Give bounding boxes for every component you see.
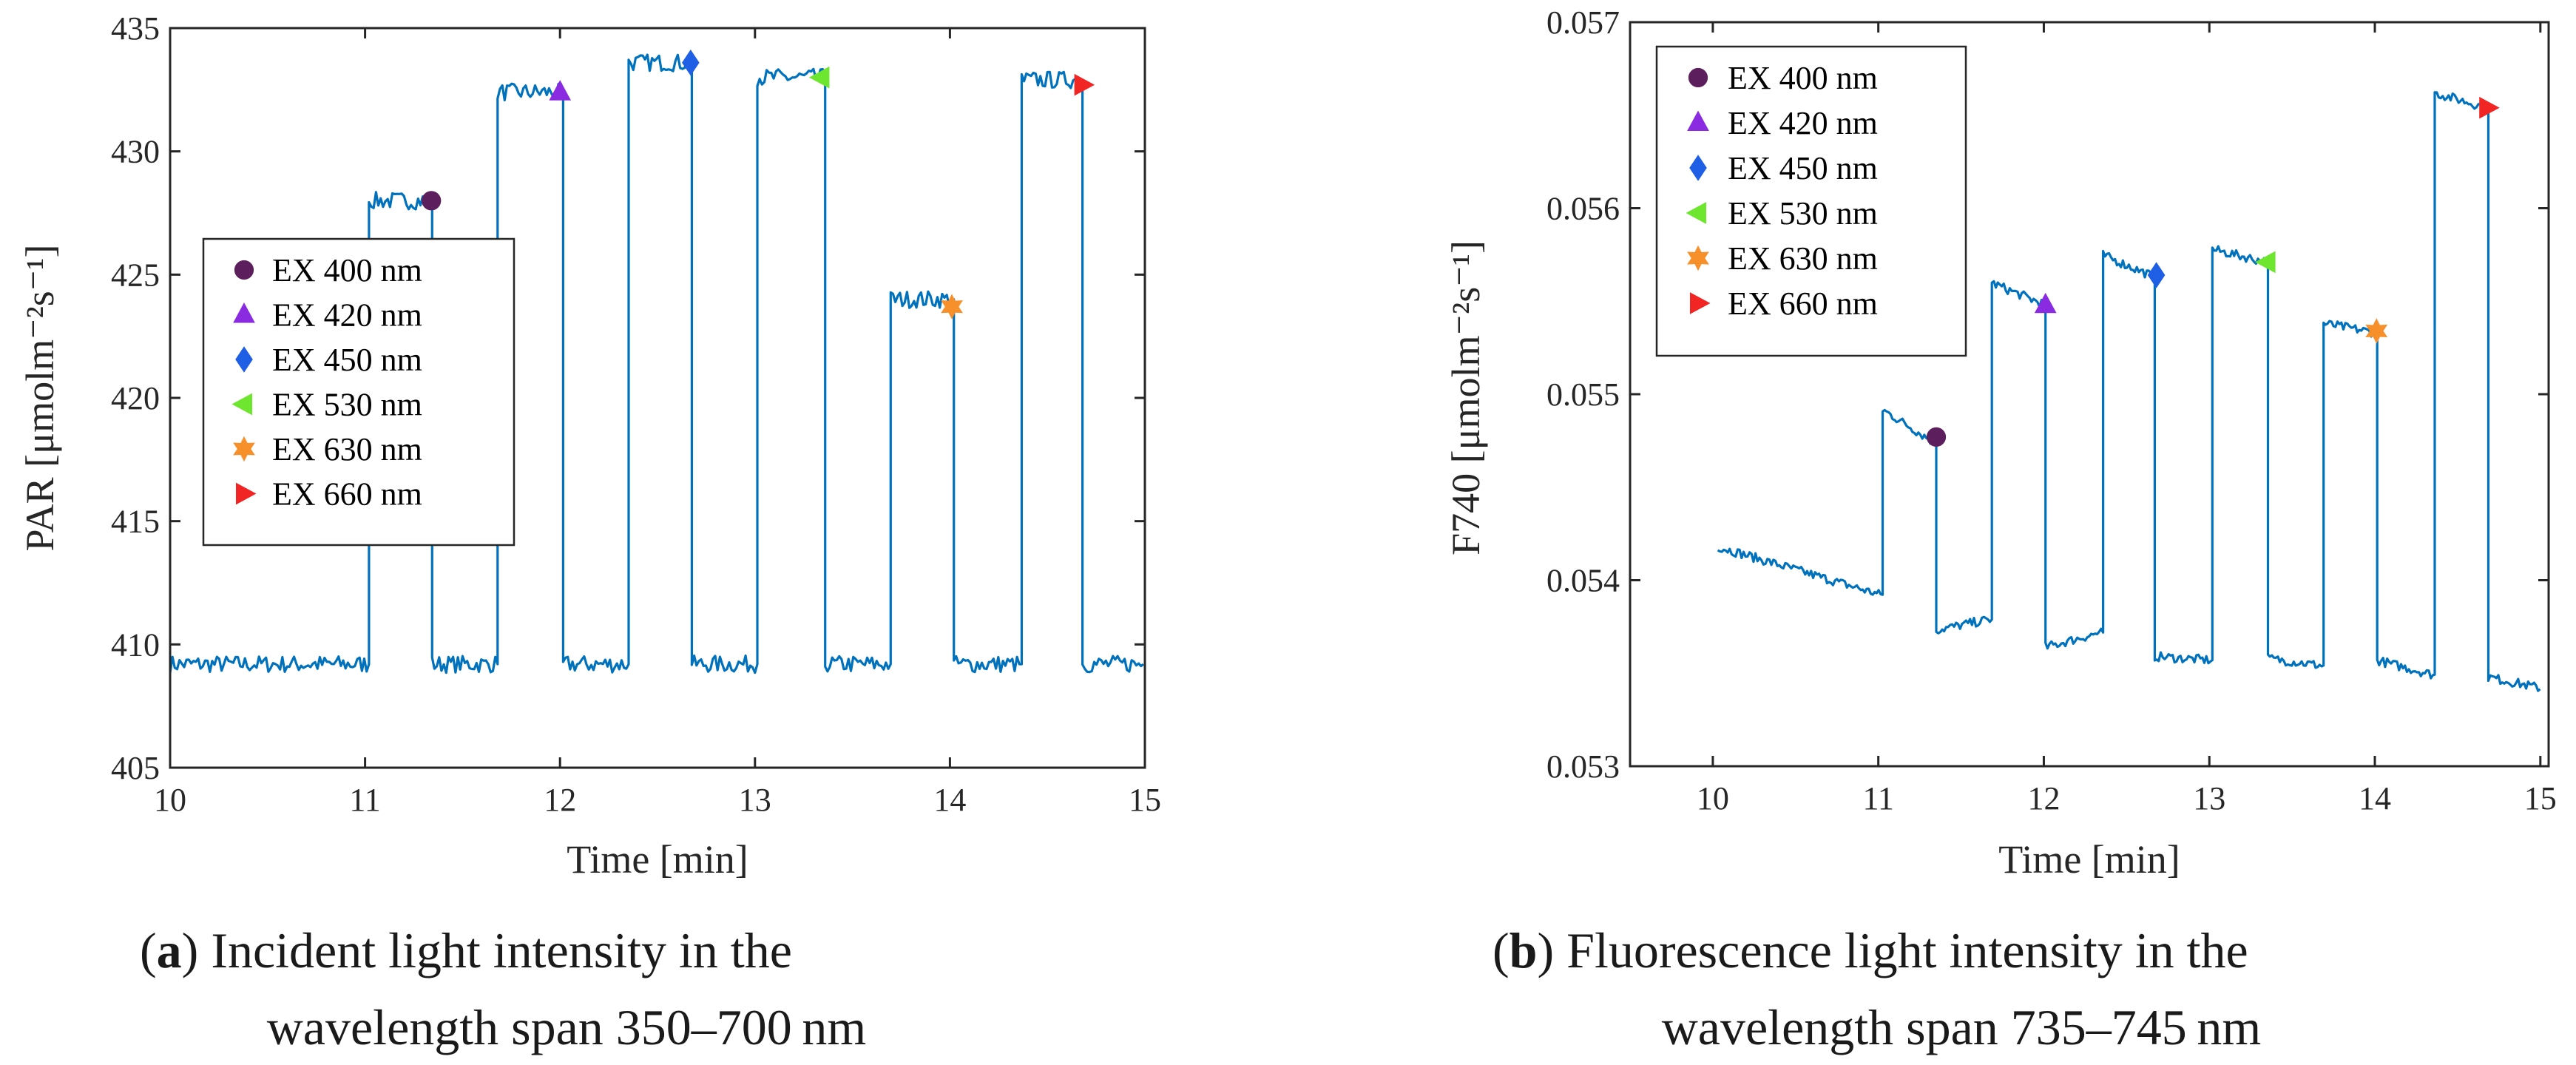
panel-b-chart: 10 11 12 13 14 15 0.053 0.054 0.055 0.056 0.057 Ti… <box>1444 4 2557 1055</box>
panel-a-caption-line1: (a) Incident light intensity in the <box>140 922 792 978</box>
panel-a-ylabel: PAR [μmolm⁻²s⁻¹] <box>18 245 62 552</box>
panel-a-legend-label: EX 630 nm <box>272 431 422 467</box>
panel-b-legend: EX 400 nm EX 420 nm EX 450 nm EX 530 nm EX 6… <box>1655 45 1967 357</box>
panel-a-legend-label: EX 420 nm <box>272 297 422 334</box>
panel-b-axes-box <box>1629 21 2550 768</box>
panel-a-xtick-label: 11 <box>349 782 380 818</box>
panel-b-xtick-label: 15 <box>2524 780 2557 816</box>
panel-a-marker-ex-660-nm <box>1074 73 1095 96</box>
panel-b-legend-label: EX 400 nm <box>1728 60 1878 96</box>
panel-a-legend-items: EX 400 nm EX 420 nm EX 450 nm EX 530 nm EX 6… <box>231 252 422 513</box>
panel-b-marker-ex-450-nm <box>2147 262 2166 288</box>
panel-a-caption-text: Incident light intensity in the <box>198 922 792 978</box>
panel-a-marker-ex-530-nm <box>808 66 830 89</box>
panel-b-legend-label: EX 450 nm <box>1728 150 1878 186</box>
panel-a-legend-marker <box>234 260 254 280</box>
panel-a-legend-label: EX 530 nm <box>272 387 422 423</box>
panel-a-xtick-label: 14 <box>933 782 966 818</box>
panel-b-caption-line1: (b) Fluorescence light intensity in the <box>1492 922 2248 978</box>
panel-a-xtick-label: 12 <box>544 782 576 818</box>
panel-b-legend-label: EX 530 nm <box>1728 195 1878 231</box>
panel-a-xtick-label: 10 <box>154 782 186 818</box>
panel-b-marker-ex-530-nm <box>2255 251 2276 274</box>
panel-b-xtick-label: 10 <box>1697 780 1729 816</box>
panel-b-xlabel: Time [min] <box>1998 837 2180 882</box>
panel-a-xtick-label: 13 <box>739 782 771 818</box>
panel-a-legend-label: EX 450 nm <box>272 342 422 378</box>
panel-a-marker-ex-630-nm <box>941 294 963 320</box>
panel-a-legend-marker <box>233 436 255 462</box>
panel-a-marker-ex-400-nm <box>422 191 442 211</box>
panel-a-legend-marker <box>236 482 257 505</box>
panel-a-legend-label: EX 660 nm <box>272 476 422 513</box>
panel-b-legend-marker <box>1687 245 1709 271</box>
panel-b-xtick-label: 11 <box>1862 780 1893 816</box>
panel-a-ytick-label: 405 <box>111 750 160 786</box>
panel-b-ytick-label: 0.054 <box>1546 563 1620 599</box>
panel-a-xlabel: Time [min] <box>567 837 748 882</box>
panel-b-caption-line2: wavelength span 735–745 nm <box>1662 999 2262 1055</box>
panel-b-ylabel: F740 [μmolm⁻²s⁻¹] <box>1444 240 1488 555</box>
panel-a-ytick-label: 435 <box>111 10 160 47</box>
panel-b-legend-label: EX 630 nm <box>1728 240 1878 277</box>
panel-b-xtick-label: 13 <box>2193 780 2225 816</box>
panel-a-ytick-label: 425 <box>111 257 160 293</box>
panel-b-marker-ex-660-nm <box>2479 96 2500 119</box>
panel-a-caption-letter: a <box>157 922 182 978</box>
panel-b-legend-marker <box>1688 67 1708 88</box>
panel-b-caption-letter: b <box>1510 922 1538 978</box>
panel-a-legend-marker <box>235 346 253 373</box>
panel-b-ytick-label: 0.055 <box>1546 376 1620 413</box>
panel-b-ytick-label: 0.057 <box>1546 4 1620 41</box>
panel-b-legend-items: EX 400 nm EX 420 nm EX 450 nm EX 530 nm EX 6… <box>1686 60 1878 322</box>
panel-a-markers <box>422 49 1095 320</box>
panel-a-ticks: 10 11 12 13 14 15 405 410 415 420 425 430 435 <box>111 10 1161 818</box>
panel-b-caption-text: Fluorescence light intensity in the <box>1554 922 2248 978</box>
panel-a-legend: EX 400 nm EX 420 nm EX 450 nm EX 530 nm EX 6… <box>202 237 515 547</box>
panel-a-trace-line <box>169 53 1144 674</box>
panel-a-marker-ex-450-nm <box>681 49 700 76</box>
panel-a-xtick-label: 15 <box>1129 782 1161 818</box>
panel-a-caption-line2: wavelength span 350–700 nm <box>267 999 867 1055</box>
panel-b-marker-ex-400-nm <box>1926 427 1947 447</box>
panel-b-legend-label: EX 660 nm <box>1728 285 1878 322</box>
panel-b-markers <box>1926 96 2500 447</box>
panel-b-legend-marker <box>1686 202 1706 224</box>
panel-a-legend-label: EX 400 nm <box>272 252 422 288</box>
panel-b-xtick-label: 12 <box>2027 780 2060 816</box>
panel-a-trace-layer <box>169 53 1144 674</box>
panel-b-ticks: 10 11 12 13 14 15 0.053 0.054 0.055 0.056 0.057 <box>1546 4 2557 816</box>
panel-a-axes-box <box>169 27 1146 769</box>
panel-b-legend-marker <box>1690 292 1711 314</box>
panel-b-trace-line <box>1717 91 2541 692</box>
panel-a-marker-ex-420-nm <box>549 80 572 101</box>
panel-b-xtick-label: 14 <box>2359 780 2391 816</box>
panel-b-marker-ex-630-nm <box>2365 318 2388 344</box>
panel-a-chart: 10 11 12 13 14 15 405 410 415 420 425 430 435 Time [… <box>18 10 1161 1055</box>
panel-a-legend-marker <box>231 393 252 416</box>
panel-b-legend-marker <box>1687 110 1709 131</box>
panel-b-legend-marker <box>1689 155 1707 181</box>
panel-b-ytick-label: 0.056 <box>1546 191 1620 227</box>
panel-b-legend-label: EX 420 nm <box>1728 105 1878 141</box>
panel-a-ytick-label: 410 <box>111 626 160 663</box>
panel-a-ytick-label: 430 <box>111 134 160 170</box>
panel-b-ytick-label: 0.053 <box>1546 748 1620 785</box>
panel-a-ytick-label: 415 <box>111 504 160 540</box>
panel-b-trace-layer <box>1717 91 2541 692</box>
panel-b-marker-ex-420-nm <box>2034 292 2057 314</box>
panel-a-ytick-label: 420 <box>111 380 160 416</box>
panel-a-legend-marker <box>233 302 255 323</box>
